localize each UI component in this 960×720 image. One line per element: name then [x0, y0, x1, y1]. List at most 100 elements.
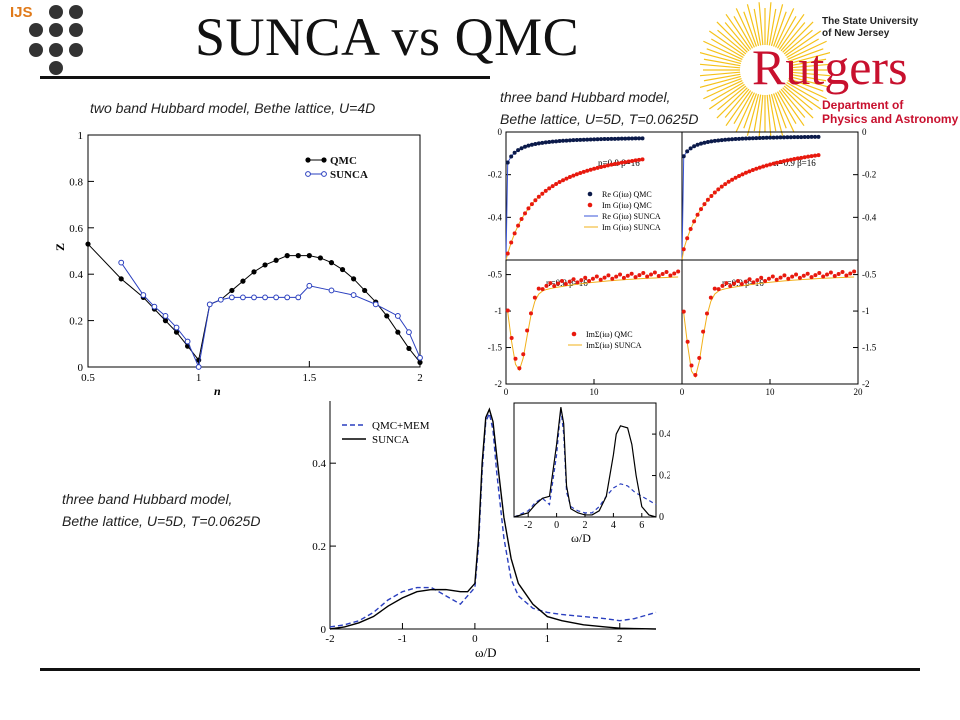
qmc-re-point	[740, 136, 745, 141]
qmc-sigma-point	[513, 356, 518, 361]
legend-label: ImΣ(iω) SUNCA	[586, 341, 642, 350]
sunca-point	[262, 294, 268, 301]
caption-three-band-top-line-1: three band Hubbard model,	[500, 89, 671, 105]
qmc-sigma-point	[590, 276, 595, 281]
qmc-sigma-point	[641, 271, 646, 276]
qmc-sigma-point	[664, 269, 669, 274]
sunca-re-line	[505, 137, 643, 261]
qmc-im-point	[602, 164, 607, 169]
qmc-point	[229, 287, 235, 294]
sun-ray	[743, 11, 758, 47]
sun-ray	[717, 29, 747, 55]
qmc-sigma-point	[552, 283, 557, 288]
qmc-im-point	[519, 217, 524, 222]
qmc-sigma-point	[629, 271, 634, 276]
qmc-sigma-point	[532, 295, 537, 300]
qmc-im-point	[737, 173, 742, 178]
qmc-re-point	[716, 138, 721, 143]
qmc-sigma-point	[625, 273, 630, 278]
qmc-sigma-point	[755, 278, 760, 283]
y-tick-label: -0.5	[862, 270, 877, 280]
qmc-im-point	[813, 153, 818, 158]
qmc-im-point	[816, 153, 821, 158]
qmc-sigma-point	[763, 278, 768, 283]
qmc-im-point	[716, 187, 721, 192]
sunca-point	[195, 364, 202, 370]
legend-label: QMC+MEM	[372, 420, 430, 432]
qmc-sigma-point	[681, 309, 686, 314]
sun-ray	[785, 83, 822, 110]
qmc-im-point	[795, 156, 800, 161]
qmc-im-point	[512, 231, 517, 236]
sun-ray	[788, 75, 830, 89]
qmc-re-point	[816, 134, 821, 139]
x-tick-label: 0.5	[81, 372, 95, 384]
x-tick-label: 2	[617, 633, 623, 645]
qmc-re-point	[554, 139, 559, 144]
sun-ray	[789, 71, 830, 77]
ijs-logo-text: IJS	[10, 4, 33, 21]
qmc-im-point	[540, 191, 545, 196]
qmc-im-point	[616, 161, 621, 166]
sun-ray	[768, 94, 777, 132]
qmc-sigma-point	[575, 280, 580, 285]
qmc-sigma-point	[528, 311, 533, 316]
qmc-re-point	[723, 137, 728, 142]
qmc-re-point	[578, 137, 583, 142]
sun-ray	[746, 93, 760, 136]
sun-ray	[788, 77, 824, 92]
inset-x-tick-label: 2	[583, 520, 588, 531]
sun-ray	[733, 91, 754, 124]
qmc-re-point	[695, 142, 700, 147]
sun-ray	[778, 13, 805, 50]
sun-ray	[703, 40, 743, 60]
qmc-re-point	[719, 138, 724, 143]
qmc-im-point	[768, 162, 773, 167]
sun-ray	[735, 92, 755, 132]
y-tick-label: 0	[78, 362, 84, 374]
qmc-point	[328, 260, 335, 266]
sun-ray	[703, 80, 743, 100]
qmc-re-point	[536, 141, 541, 146]
caption-three-band-top: three band Hubbard model, Bethe lattice,…	[500, 86, 698, 130]
qmc-re-point	[557, 139, 562, 144]
sun-ray	[758, 94, 764, 138]
qmc-re-point	[599, 137, 604, 142]
qmc-im-point	[640, 157, 645, 162]
qmc-re-point	[785, 135, 790, 140]
qmc-re-point	[806, 134, 811, 139]
qmc-re-point	[750, 136, 755, 141]
legend-marker	[587, 202, 593, 208]
series-line-qmc	[87, 243, 421, 363]
qmc-im-point	[723, 182, 728, 187]
qmc-sigma-point	[790, 274, 795, 279]
qmc-re-point	[592, 137, 597, 142]
sun-ray	[786, 38, 819, 59]
qmc-re-point	[626, 136, 631, 141]
qmc-sigma-point	[606, 273, 611, 278]
qmc-sigma-point	[693, 373, 698, 378]
qmc-im-point	[599, 165, 604, 170]
sun-ray	[733, 16, 754, 49]
x-tick-label: -1	[398, 633, 407, 645]
qmc-re-point	[726, 137, 731, 142]
qmc-re-point	[516, 148, 521, 153]
qmc-sigma-point	[708, 295, 713, 300]
qmc-sigma-point	[778, 275, 783, 280]
qmc-re-point	[795, 135, 800, 140]
qmc-re-point	[574, 138, 579, 143]
qmc-im-point	[788, 157, 793, 162]
qmc-im-point	[567, 175, 572, 180]
qmc-re-point	[747, 136, 752, 141]
sun-ray	[788, 51, 830, 65]
qmc-re-point	[802, 135, 807, 140]
sunca-point	[217, 296, 224, 303]
qmc-re-point	[637, 136, 642, 141]
qmc-sigma-point	[840, 269, 845, 274]
inset-frame	[513, 402, 657, 518]
qmc-re-point	[692, 144, 697, 149]
qmc-sigma-point	[828, 270, 833, 275]
sun-ray	[785, 30, 822, 57]
sun-ray	[780, 88, 806, 118]
